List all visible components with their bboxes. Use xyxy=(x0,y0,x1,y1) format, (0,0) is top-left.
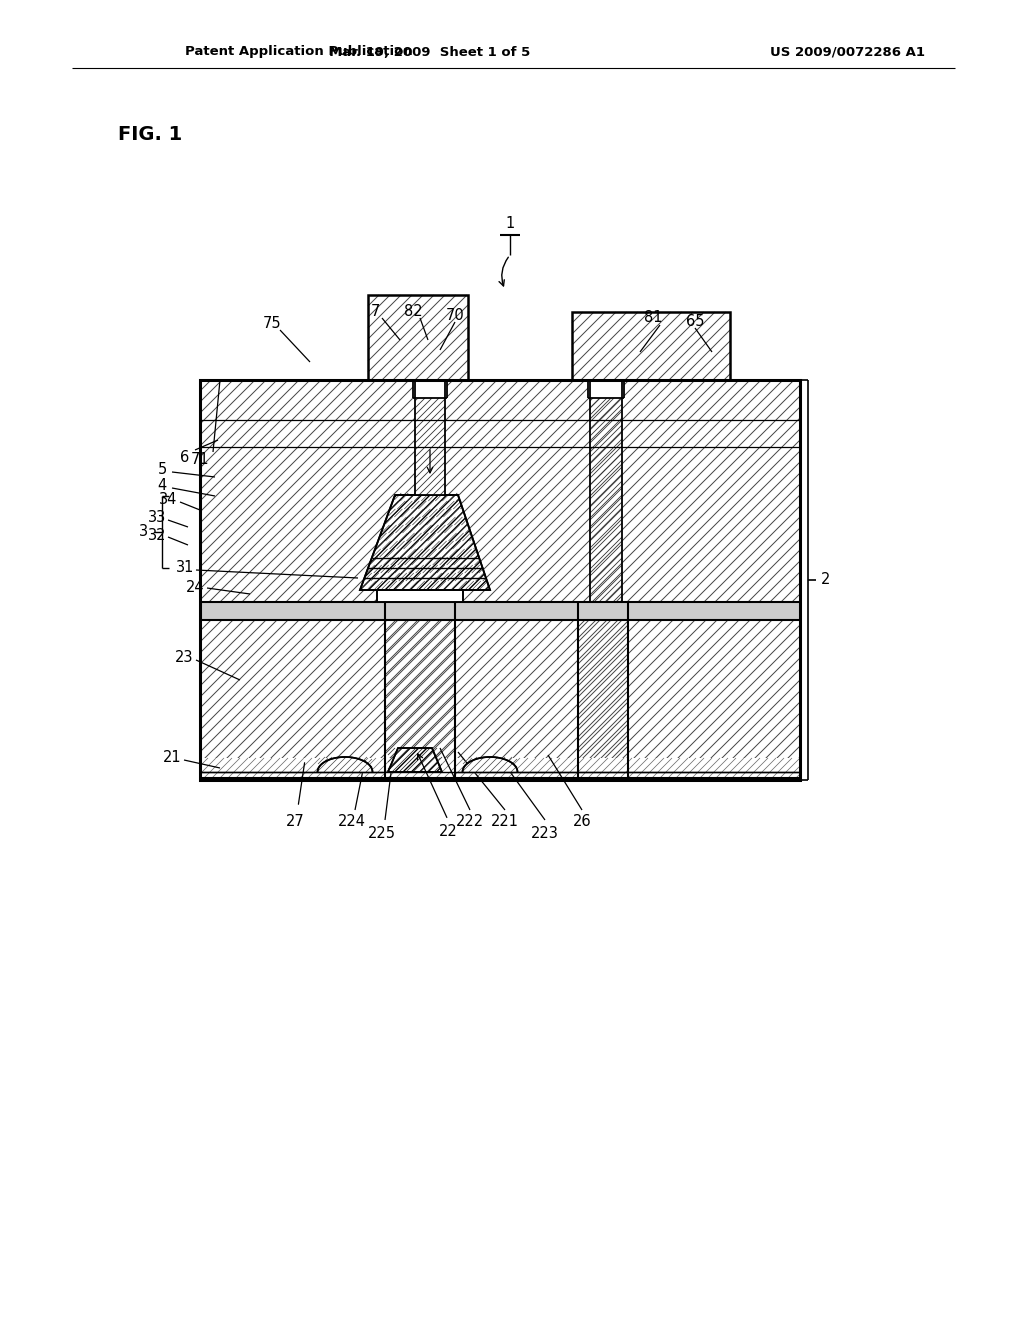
Text: 223: 223 xyxy=(531,826,559,842)
Bar xyxy=(588,380,624,399)
Bar xyxy=(415,380,445,495)
Text: 81: 81 xyxy=(644,310,663,326)
Text: 33: 33 xyxy=(147,511,166,525)
Text: 6: 6 xyxy=(180,450,189,466)
Bar xyxy=(385,602,455,780)
Bar xyxy=(200,380,800,780)
Bar xyxy=(200,620,800,780)
Bar xyxy=(572,312,730,380)
Text: 65: 65 xyxy=(686,314,705,330)
Text: 7: 7 xyxy=(371,305,380,319)
Bar xyxy=(200,758,800,780)
Text: 2: 2 xyxy=(821,573,830,587)
Polygon shape xyxy=(360,495,490,590)
Bar xyxy=(368,294,468,380)
Text: 27: 27 xyxy=(286,814,304,829)
Text: 31: 31 xyxy=(176,561,195,576)
Text: 21: 21 xyxy=(163,751,181,766)
Text: 4: 4 xyxy=(158,479,167,494)
Bar xyxy=(377,590,463,602)
Text: Mar. 19, 2009  Sheet 1 of 5: Mar. 19, 2009 Sheet 1 of 5 xyxy=(330,45,530,58)
Text: 75: 75 xyxy=(263,315,282,330)
Text: 3: 3 xyxy=(139,524,148,540)
Bar xyxy=(413,380,447,399)
Text: 225: 225 xyxy=(368,826,396,842)
Text: 224: 224 xyxy=(338,814,366,829)
Text: FIG. 1: FIG. 1 xyxy=(118,125,182,144)
Text: 221: 221 xyxy=(490,814,519,829)
Text: US 2009/0072286 A1: US 2009/0072286 A1 xyxy=(770,45,925,58)
Text: 222: 222 xyxy=(456,814,484,829)
Text: 24: 24 xyxy=(185,579,205,594)
Text: Patent Application Publication: Patent Application Publication xyxy=(185,45,413,58)
Text: 5: 5 xyxy=(158,462,167,478)
Text: 82: 82 xyxy=(403,305,422,319)
Text: 32: 32 xyxy=(147,528,166,543)
Bar xyxy=(200,380,800,602)
Text: 71: 71 xyxy=(190,453,209,467)
Text: 26: 26 xyxy=(572,814,591,829)
Text: 23: 23 xyxy=(175,649,194,664)
Text: 1: 1 xyxy=(506,215,515,231)
Text: 22: 22 xyxy=(438,825,458,840)
Bar xyxy=(200,602,800,620)
Polygon shape xyxy=(388,748,442,772)
Text: 70: 70 xyxy=(445,308,464,322)
Bar xyxy=(200,380,800,780)
Text: 34: 34 xyxy=(159,492,177,507)
